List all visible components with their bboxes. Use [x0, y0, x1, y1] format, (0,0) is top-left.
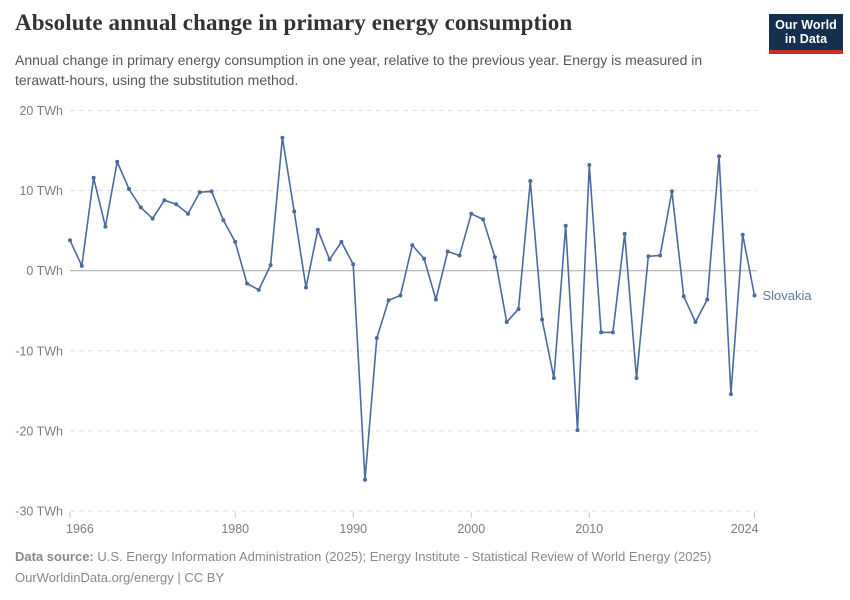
- y-axis-tick-label: 0 TWh: [26, 264, 63, 278]
- data-point[interactable]: [540, 317, 545, 322]
- data-point[interactable]: [410, 243, 415, 248]
- x-axis-tick-label: 2010: [575, 522, 603, 536]
- data-point[interactable]: [186, 211, 190, 216]
- data-point[interactable]: [516, 307, 521, 312]
- license-suffix: | CC BY: [173, 570, 225, 585]
- data-point[interactable]: [245, 281, 249, 286]
- data-point[interactable]: [728, 392, 733, 397]
- y-axis-tick-label: 20 TWh: [19, 104, 63, 118]
- data-point[interactable]: [528, 179, 533, 183]
- data-point[interactable]: [398, 293, 403, 298]
- x-axis-tick-label: 2000: [457, 522, 485, 536]
- data-point[interactable]: [79, 263, 84, 268]
- y-axis-tick-label: -10 TWh: [15, 344, 63, 358]
- x-axis-tick-label: 1980: [221, 522, 249, 536]
- data-point[interactable]: [68, 238, 72, 243]
- owid-logo[interactable]: Our World in Data: [769, 14, 843, 54]
- data-point[interactable]: [599, 330, 604, 335]
- data-point[interactable]: [339, 239, 344, 244]
- y-axis-tick-label: -20 TWh: [15, 424, 63, 438]
- data-point[interactable]: [705, 297, 710, 302]
- data-point[interactable]: [658, 253, 663, 258]
- data-point[interactable]: [150, 216, 155, 221]
- owid-logo-box: Our World in Data: [769, 14, 843, 50]
- data-point[interactable]: [551, 376, 556, 380]
- series-label-slovakia[interactable]: Slovakia: [763, 288, 813, 303]
- data-point[interactable]: [681, 294, 686, 299]
- data-point[interactable]: [127, 187, 131, 191]
- x-axis-tick-label: 1966: [66, 522, 94, 536]
- data-point[interactable]: [221, 218, 226, 223]
- owid-logo-line1: Our World: [775, 18, 837, 32]
- data-source-text: U.S. Energy Information Administration (…: [97, 549, 712, 564]
- license-line: OurWorldinData.org/energy | CC BY: [15, 567, 835, 588]
- data-point[interactable]: [669, 189, 674, 194]
- chart-footer: Data source: U.S. Energy Information Adm…: [15, 546, 835, 588]
- data-point[interactable]: [422, 256, 427, 261]
- data-point[interactable]: [433, 297, 438, 302]
- data-point[interactable]: [752, 293, 757, 298]
- data-point[interactable]: [646, 254, 651, 259]
- data-point[interactable]: [481, 217, 486, 222]
- data-point[interactable]: [256, 287, 261, 292]
- data-point[interactable]: [138, 205, 143, 210]
- y-axis-tick-label: -30 TWh: [15, 505, 63, 519]
- data-point[interactable]: [563, 223, 568, 228]
- data-point[interactable]: [91, 175, 96, 180]
- owid-logo-stripe: [769, 50, 843, 54]
- data-point[interactable]: [634, 376, 639, 380]
- data-point[interactable]: [174, 202, 179, 207]
- data-point[interactable]: [622, 231, 627, 236]
- owid-url-link[interactable]: OurWorldinData.org/energy: [15, 570, 174, 585]
- chart-subtitle: Annual change in primary energy consumpt…: [15, 52, 703, 88]
- data-point[interactable]: [740, 232, 745, 237]
- data-point[interactable]: [374, 336, 379, 340]
- data-point[interactable]: [351, 262, 356, 267]
- data-point[interactable]: [469, 211, 474, 216]
- data-source-label: Data source:: [15, 549, 94, 564]
- x-axis-tick-label: 2024: [731, 522, 759, 536]
- data-point[interactable]: [162, 198, 167, 203]
- data-point[interactable]: [504, 320, 509, 324]
- data-point[interactable]: [209, 189, 214, 194]
- data-point[interactable]: [445, 249, 450, 254]
- data-point[interactable]: [103, 224, 108, 229]
- x-axis-tick-label: 1990: [339, 522, 367, 536]
- series-line-slovakia: [69, 136, 756, 481]
- data-point[interactable]: [386, 298, 391, 303]
- data-point[interactable]: [327, 257, 332, 262]
- data-point[interactable]: [610, 330, 615, 335]
- data-point[interactable]: [197, 190, 202, 195]
- data-point[interactable]: [693, 320, 698, 324]
- data-point[interactable]: [268, 263, 273, 268]
- data-point[interactable]: [233, 239, 238, 244]
- data-source-line: Data source: U.S. Energy Information Adm…: [15, 546, 835, 567]
- data-point[interactable]: [115, 159, 120, 164]
- owid-logo-line2: in Data: [784, 32, 828, 46]
- data-point[interactable]: [717, 154, 722, 159]
- page-title: Absolute annual change in primary energy…: [15, 10, 573, 35]
- data-point[interactable]: [363, 477, 367, 482]
- data-point[interactable]: [457, 253, 462, 258]
- data-point[interactable]: [587, 163, 592, 167]
- data-point[interactable]: [292, 209, 297, 214]
- data-point[interactable]: [280, 135, 285, 140]
- y-axis-tick-label: 10 TWh: [19, 184, 63, 198]
- data-point[interactable]: [315, 227, 320, 232]
- data-point[interactable]: [304, 285, 308, 290]
- data-point[interactable]: [575, 428, 580, 433]
- data-point[interactable]: [492, 255, 497, 260]
